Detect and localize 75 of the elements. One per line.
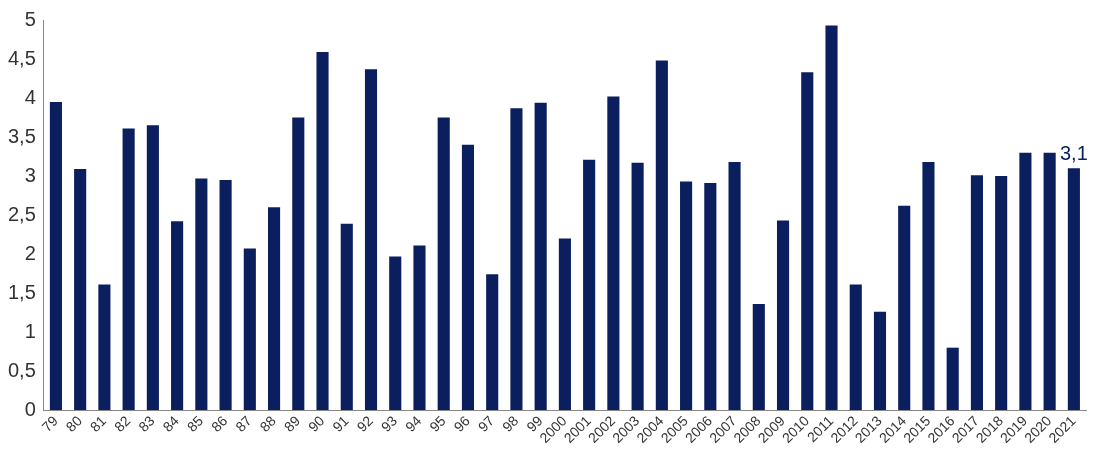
bar — [98, 284, 111, 411]
x-tick-label: 97 — [474, 412, 498, 435]
bar — [413, 245, 426, 411]
y-tick-label: 4 — [24, 85, 36, 108]
y-tick-label: 2,5 — [7, 202, 36, 225]
y-tick-label: 5 — [24, 7, 36, 30]
bar — [1019, 152, 1032, 411]
y-tick-label: 1,5 — [7, 280, 36, 303]
y-tick-label: 1 — [24, 319, 36, 342]
bar — [776, 220, 790, 411]
bar — [316, 51, 329, 411]
bar — [122, 128, 135, 411]
x-tick-label: 93 — [377, 412, 401, 435]
x-tick-label: 79 — [38, 412, 61, 435]
bar — [219, 179, 232, 411]
bar — [486, 274, 499, 411]
bar — [898, 205, 911, 411]
bar — [970, 175, 983, 411]
bar — [583, 159, 596, 411]
bar — [49, 101, 62, 411]
y-tick-label: 3,5 — [7, 124, 36, 147]
bar — [437, 117, 450, 411]
bar — [849, 284, 862, 411]
bar — [558, 238, 571, 411]
bar — [1043, 152, 1056, 411]
bar — [728, 162, 741, 411]
x-tick-label: 82 — [111, 412, 134, 435]
x-tick-label: 98 — [498, 412, 522, 435]
bar — [801, 72, 814, 411]
bar — [461, 144, 475, 411]
bar — [268, 207, 281, 411]
data-label: 3,1 — [1059, 141, 1088, 164]
bar — [340, 223, 353, 411]
bar — [243, 248, 256, 411]
bar — [995, 176, 1008, 411]
x-tick-label: 90 — [305, 412, 328, 435]
bar — [680, 181, 693, 411]
bar — [1067, 168, 1080, 411]
y-tick-label: 3 — [24, 163, 36, 186]
bar — [389, 256, 402, 411]
bar — [364, 69, 378, 411]
bar — [146, 125, 159, 411]
bar — [752, 303, 765, 411]
bar — [171, 221, 184, 411]
bar — [607, 96, 620, 411]
bar — [655, 60, 668, 411]
x-tick-label: 92 — [353, 412, 376, 435]
x-tick-label: 95 — [426, 412, 449, 435]
y-tick-label: 4,5 — [7, 46, 36, 69]
x-tick-label: 96 — [450, 412, 473, 435]
bar — [825, 25, 838, 411]
bar — [534, 102, 547, 411]
bar — [195, 178, 208, 411]
x-tick-label: 88 — [256, 412, 280, 435]
x-tick-label: 85 — [183, 412, 207, 435]
bar — [946, 347, 959, 411]
bar — [292, 117, 305, 411]
y-tick-label: 0,5 — [7, 358, 36, 381]
x-tick-label: 83 — [135, 412, 158, 435]
bar — [704, 183, 717, 411]
x-tick-label: 84 — [159, 412, 183, 435]
x-tick-label: 87 — [232, 412, 255, 435]
x-tick-label: 86 — [208, 412, 231, 435]
x-tick-label: 81 — [86, 412, 110, 435]
bar — [631, 162, 644, 411]
x-tick-label: 80 — [62, 412, 86, 435]
y-tick-label: 0 — [24, 397, 36, 420]
x-tick-label: 89 — [280, 412, 304, 435]
bar — [873, 311, 887, 411]
bar — [510, 108, 523, 411]
x-tick-label: 91 — [329, 412, 352, 435]
x-tick-label: 94 — [402, 412, 425, 435]
bar — [74, 169, 87, 411]
y-tick-label: 2 — [24, 241, 36, 264]
bar — [922, 162, 935, 411]
